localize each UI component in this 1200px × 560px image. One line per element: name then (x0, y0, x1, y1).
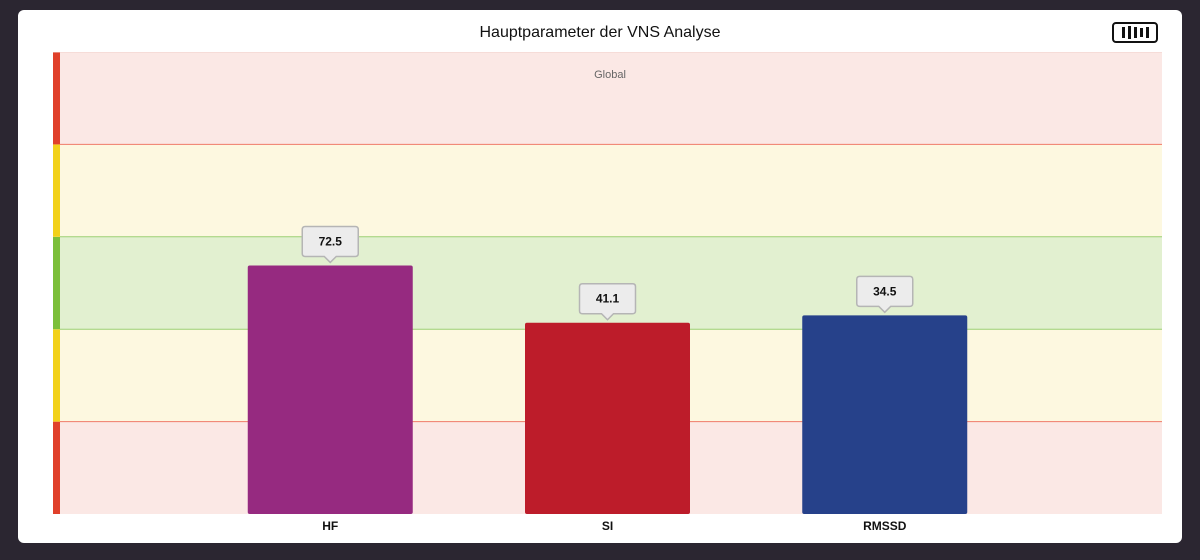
chart-title: Hauptparameter der VNS Analyse (479, 24, 721, 41)
chart-subtitle: Global (594, 69, 626, 81)
zone-marker (53, 52, 60, 145)
value-tooltip (856, 275, 914, 314)
bar-hf[interactable] (247, 265, 413, 514)
zone-marker (53, 329, 60, 422)
value-tooltip (578, 282, 637, 321)
zone-marker (53, 421, 60, 514)
data-label: 34.5 (873, 284, 897, 298)
value-tooltip (301, 225, 359, 264)
zone-band (53, 52, 1162, 145)
data-label: 72.5 (319, 234, 343, 248)
zone-band (53, 144, 1162, 237)
data-label: 41.1 (596, 292, 620, 306)
x-tick-label: SI (602, 519, 613, 533)
x-tick-label: HF (322, 519, 338, 533)
bar-si[interactable] (525, 322, 690, 514)
chart-card: Hauptparameter der VNS Analyse Global 72… (18, 10, 1182, 543)
chart-plot: Global 72.5 HF 41.1 SI 34.5 RMSSD (53, 52, 1162, 533)
bar-rmssd[interactable] (802, 315, 968, 514)
zone-marker (53, 144, 60, 237)
bar-chart-menu-icon[interactable] (1112, 22, 1158, 43)
zone-marker (53, 236, 60, 330)
x-tick-label: RMSSD (863, 519, 907, 533)
